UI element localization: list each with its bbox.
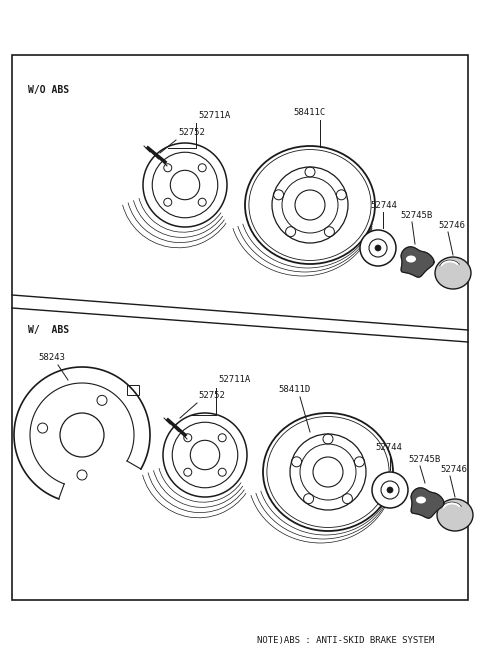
Text: 52746: 52746 (438, 221, 465, 230)
Text: 52746: 52746 (440, 465, 467, 474)
Text: 52744: 52744 (375, 443, 402, 452)
Circle shape (375, 245, 381, 251)
Polygon shape (411, 488, 444, 518)
Text: W/O ABS: W/O ABS (28, 85, 69, 95)
Polygon shape (401, 247, 434, 277)
Ellipse shape (435, 257, 471, 289)
Circle shape (387, 487, 393, 493)
Text: W/  ABS: W/ ABS (28, 325, 69, 335)
Ellipse shape (416, 497, 426, 503)
Text: 52752: 52752 (178, 128, 205, 137)
Circle shape (360, 230, 396, 266)
Ellipse shape (406, 256, 416, 263)
Circle shape (369, 239, 387, 257)
Text: 52752: 52752 (198, 391, 225, 400)
Text: 58243: 58243 (38, 353, 65, 362)
Circle shape (372, 472, 408, 508)
Bar (12, 55, 468, 600)
Text: NOTE)ABS : ANTI-SKID BRAKE SYSTEM: NOTE)ABS : ANTI-SKID BRAKE SYSTEM (257, 635, 434, 645)
Bar (127, 385, 139, 395)
Text: 52745B: 52745B (400, 211, 432, 220)
Text: 52711A: 52711A (218, 375, 250, 384)
Ellipse shape (437, 499, 473, 531)
Circle shape (60, 413, 104, 457)
Circle shape (381, 481, 399, 499)
Text: 58411C: 58411C (294, 108, 326, 117)
Text: 52711A: 52711A (198, 111, 230, 120)
Text: 52745B: 52745B (408, 455, 440, 464)
Text: 58411D: 58411D (278, 385, 310, 394)
Text: 52744: 52744 (370, 201, 397, 210)
